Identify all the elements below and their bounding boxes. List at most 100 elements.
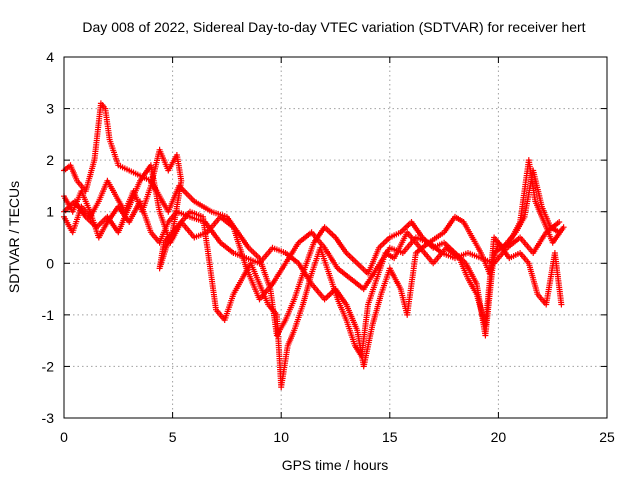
axis-ticks: 0 5 10 15 20 25 -3 -2 -1 0 1 2 3 4	[42, 49, 615, 445]
data-point-marker	[156, 208, 173, 244]
data-point-marker	[334, 265, 353, 281]
data-point-marker	[126, 179, 143, 210]
data-point-marker	[97, 100, 107, 110]
data-point-marker	[102, 105, 113, 141]
data-point-marker	[530, 231, 548, 256]
chart-title: Day 008 of 2022, Sidereal Day-to-day VTE…	[82, 19, 585, 35]
data-point-marker	[87, 200, 101, 220]
y-tick-label: 0	[46, 255, 54, 271]
data-point-marker	[532, 198, 544, 218]
data-point-marker	[217, 213, 235, 229]
data-point-marker	[560, 224, 567, 231]
data-point-marker	[465, 250, 482, 261]
data-point-marker	[412, 234, 430, 245]
x-axis-label: GPS time / hours	[282, 457, 389, 473]
x-tick-label: 0	[60, 429, 68, 445]
data-point-marker	[491, 246, 509, 267]
data-point-marker	[506, 251, 521, 262]
data-point-marker	[558, 301, 565, 308]
data-point-marker	[369, 293, 384, 329]
data-point-marker	[499, 231, 518, 251]
data-point-marker	[543, 220, 561, 236]
series-trace-d	[61, 162, 563, 303]
data-point-marker	[139, 185, 154, 215]
data-point-marker	[525, 260, 540, 296]
x-tick-label: 25	[599, 429, 615, 445]
data-point-marker	[441, 215, 457, 236]
data-point-marker	[321, 224, 337, 239]
data-point-marker	[115, 162, 130, 173]
data-point-marker	[438, 250, 456, 261]
data-point-marker	[265, 301, 279, 317]
data-point-marker	[478, 255, 495, 266]
data-point-marker	[373, 246, 392, 272]
data-point-marker	[95, 221, 110, 241]
data-point-marker	[551, 250, 565, 306]
data-point-marker	[358, 303, 371, 360]
data-point-marker	[269, 262, 288, 287]
x-tick-label: 20	[491, 429, 507, 445]
x-tick-label: 10	[273, 429, 289, 445]
y-tick-label: 4	[46, 49, 54, 65]
data-point-marker	[360, 267, 379, 293]
data-point-marker	[295, 260, 314, 285]
data-point-marker	[365, 277, 379, 308]
data-point-marker	[399, 236, 418, 256]
data-point-marker	[465, 275, 479, 296]
plot-frame	[63, 56, 608, 419]
data-point-marker	[230, 277, 244, 298]
data-point-marker	[469, 234, 483, 254]
data-point-marker	[230, 224, 249, 270]
data-point-marker	[386, 230, 402, 241]
data-point-marker	[91, 102, 104, 164]
data-point-marker	[343, 250, 359, 265]
data-point-marker	[82, 159, 97, 195]
y-tick-label: 2	[46, 152, 54, 168]
data-markers	[61, 100, 567, 391]
data-point-marker	[67, 162, 80, 182]
data-point-marker	[167, 220, 184, 246]
data-point-marker	[278, 345, 291, 391]
data-point-marker	[334, 296, 349, 321]
data-point-marker	[386, 265, 403, 291]
data-point-marker	[126, 167, 141, 178]
data-point-marker	[208, 208, 228, 220]
data-point-marker	[191, 198, 213, 214]
data-point-marker	[243, 265, 262, 301]
data-point-marker	[530, 167, 545, 208]
data-point-marker	[504, 235, 522, 251]
data-point-marker	[234, 229, 251, 250]
data-point-marker	[243, 255, 261, 266]
data-point-marker	[78, 188, 93, 213]
data-point-marker	[147, 162, 163, 213]
data-point-marker	[295, 230, 313, 246]
data-point-marker	[282, 298, 297, 323]
data-point-marker	[462, 260, 479, 285]
data-point-marker	[326, 270, 340, 301]
y-tick-label: 3	[46, 101, 54, 117]
data-point-marker	[360, 324, 375, 370]
data-point-marker	[512, 215, 527, 236]
data-point-marker	[291, 303, 306, 334]
data-point-marker	[82, 213, 98, 229]
data-point-marker	[291, 272, 306, 303]
data-point-marker	[343, 317, 358, 347]
data-point-marker	[217, 239, 235, 255]
data-point-marker	[178, 219, 196, 239]
data-point-marker	[282, 241, 301, 267]
data-point-marker	[386, 244, 404, 256]
data-point-marker	[106, 136, 121, 167]
data-point-marker	[256, 246, 275, 267]
data-point-marker	[256, 282, 275, 303]
data-point-marker	[404, 252, 419, 318]
y-tick-label: -3	[42, 410, 55, 426]
data-point-marker	[247, 260, 262, 285]
y-axis-label: SDTVAR / TECUs	[6, 181, 22, 293]
data-point-marker	[354, 260, 370, 276]
data-point-marker	[332, 234, 349, 255]
x-tick-label: 15	[382, 429, 398, 445]
y-tick-label: -1	[42, 307, 55, 323]
x-tick-label: 5	[169, 429, 177, 445]
data-point-marker	[284, 329, 297, 349]
data-point-marker	[156, 241, 167, 272]
